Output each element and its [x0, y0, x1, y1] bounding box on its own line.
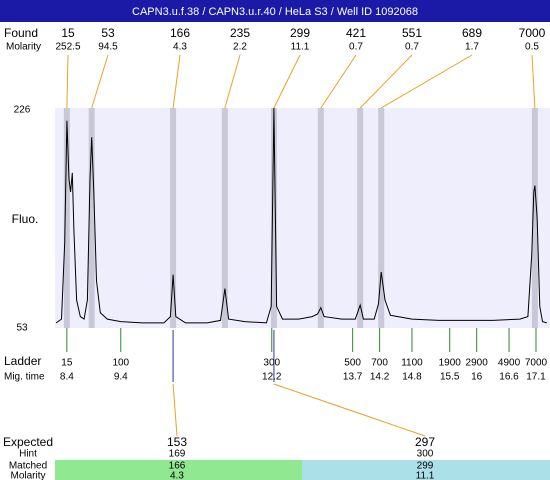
matched-bg — [55, 460, 302, 480]
peak-band — [63, 108, 70, 328]
found-molarity: 0.5 — [525, 42, 539, 53]
molarity-label: Molarity — [6, 42, 41, 53]
ladder-size: 300 — [263, 358, 280, 369]
ladder-time: 14.8 — [402, 372, 422, 383]
peak-connector — [380, 54, 473, 109]
y-tick-label: 226 — [14, 105, 31, 116]
found-size: 421 — [346, 26, 366, 40]
expected-size: 297 — [415, 435, 435, 449]
matched-bg — [302, 460, 550, 480]
found-molarity: 0.7 — [349, 42, 363, 53]
ladder-time: 9.4 — [114, 372, 128, 383]
peak-band — [378, 108, 385, 328]
ladder-size: 4900 — [498, 358, 521, 369]
found-molarity: 4.3 — [173, 42, 187, 53]
found-molarity: 252.5 — [55, 42, 80, 53]
ladder-time: 16 — [471, 372, 483, 383]
plot-area — [55, 108, 550, 328]
y-tick-label: 53 — [16, 323, 28, 334]
peak-connector — [172, 54, 181, 109]
peak-connector — [224, 54, 241, 109]
matched-molarity: 11.1 — [416, 471, 435, 480]
ladder-time: 15.5 — [440, 372, 460, 383]
matched-label: Matched — [9, 461, 47, 472]
ladder-time: 12.2 — [262, 372, 282, 383]
found-size: 7000 — [519, 26, 546, 40]
hint-size: 300 — [417, 449, 434, 460]
ladder-label: Ladder — [4, 354, 41, 368]
match-connector — [172, 383, 178, 437]
found-size: 689 — [462, 26, 482, 40]
found-size: 166 — [170, 26, 190, 40]
found-molarity: 94.5 — [98, 42, 118, 53]
found-molarity: 2.2 — [233, 42, 247, 53]
peak-band — [88, 108, 95, 328]
molarity-label: Molarity — [10, 471, 45, 480]
ladder-time: 14.2 — [370, 372, 390, 383]
peak-connector — [320, 54, 357, 109]
peak-connector — [91, 54, 109, 109]
ladder-size: 7000 — [525, 358, 548, 369]
title-bar — [0, 0, 550, 22]
found-molarity: 0.7 — [405, 42, 419, 53]
trace — [55, 107, 547, 324]
ladder-time: 17.1 — [526, 372, 546, 383]
matched-molarity: 4.3 — [170, 471, 184, 480]
mig-time-label: Mig. time — [4, 372, 45, 383]
found-label: Found — [4, 26, 38, 40]
found-size: 53 — [101, 26, 115, 40]
ladder-size: 100 — [112, 358, 129, 369]
ladder-size: 500 — [344, 358, 361, 369]
peak-band — [270, 108, 277, 328]
expected-size: 153 — [167, 435, 187, 449]
ladder-time: 8.4 — [60, 372, 74, 383]
hint-label: Hint — [19, 449, 37, 460]
peak-connector — [531, 54, 536, 109]
title: CAPN3.u.f.38 / CAPN3.u.r.40 / HeLa S3 / … — [132, 6, 418, 18]
ladder-size: 700 — [371, 358, 388, 369]
peak-band — [317, 108, 324, 328]
found-size: 299 — [290, 26, 310, 40]
y-axis-label: Fluo. — [12, 212, 39, 226]
found-molarity: 1.7 — [465, 42, 479, 53]
peak-band — [531, 108, 538, 328]
matched-size: 299 — [417, 461, 434, 472]
peak-band — [170, 108, 177, 328]
found-size: 15 — [61, 26, 75, 40]
found-molarity: 11.1 — [291, 42, 310, 53]
hint-size: 169 — [169, 449, 186, 460]
peak-connector — [359, 54, 413, 109]
ladder-size: 1100 — [401, 358, 423, 369]
ladder-size: 15 — [61, 358, 73, 369]
match-connector — [273, 383, 426, 437]
peak-connector — [273, 54, 301, 109]
matched-size: 166 — [169, 461, 186, 472]
peak-band — [221, 108, 228, 328]
ladder-time: 16.6 — [499, 372, 519, 383]
peak-connector — [66, 54, 69, 109]
ladder-size: 1900 — [439, 358, 462, 369]
found-size: 235 — [230, 26, 250, 40]
found-size: 551 — [402, 26, 422, 40]
ladder-size: 2900 — [466, 358, 489, 369]
expected-label: Expected — [3, 435, 53, 449]
ladder-time: 13.7 — [343, 372, 363, 383]
peak-band — [357, 108, 364, 328]
